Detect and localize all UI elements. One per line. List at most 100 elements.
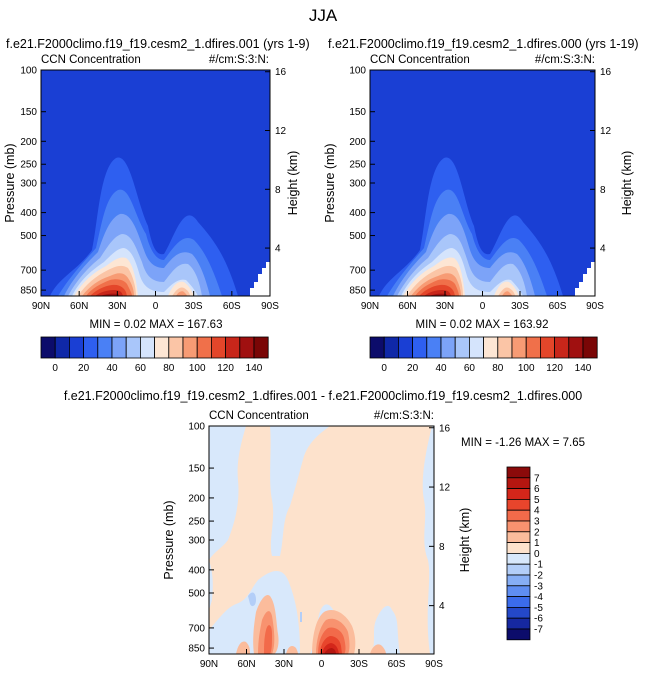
panel-3-left-label: CCN Concentration bbox=[209, 410, 309, 422]
x-tick-label: 30N bbox=[436, 301, 454, 312]
colorbar-swatch bbox=[506, 520, 531, 533]
panel-3-title: f.e21.F2000climo.f19_f19.cesm2_1.dfires.… bbox=[64, 389, 582, 403]
y-right-tick-label: 16 bbox=[600, 67, 612, 78]
panel-3-y-ticks-right: 16 12 8 4 bbox=[429, 423, 451, 612]
panel-2-y-ticks: 100 150 200 250 300 400 500 700 850 bbox=[349, 66, 375, 297]
colorbar-swatch bbox=[554, 336, 570, 359]
colorbar-label: -4 bbox=[534, 592, 543, 603]
y-tick-label: 300 bbox=[188, 536, 205, 547]
y-tick-label: 150 bbox=[349, 107, 366, 118]
panel-3-y-ticks: 100 150 200 250 300 400 500 700 850 bbox=[188, 422, 214, 655]
panel-1-title: f.e21.F2000climo.f19_f19.cesm2_1.dfires.… bbox=[6, 37, 310, 51]
y-tick-label: 400 bbox=[349, 208, 366, 219]
y-tick-label: 500 bbox=[20, 231, 37, 242]
panel-3-x-ticks: 90N 60N 30N 0 30S 60S 90S bbox=[200, 649, 443, 670]
y-right-tick-label: 16 bbox=[439, 423, 451, 434]
page-title: JJA bbox=[309, 6, 338, 25]
x-tick-label: 30S bbox=[350, 659, 368, 670]
panel-1-left-label: CCN Concentration bbox=[41, 54, 141, 66]
colorbar-label: 60 bbox=[464, 363, 476, 374]
y-tick-label: 850 bbox=[349, 286, 366, 297]
x-tick-label: 60S bbox=[223, 301, 241, 312]
colorbar-swatch bbox=[506, 542, 531, 554]
panel-1-field bbox=[41, 70, 270, 296]
colorbar-label: 7 bbox=[534, 473, 540, 484]
x-tick-label: 60N bbox=[237, 659, 255, 670]
colorbar-label: 60 bbox=[135, 363, 147, 374]
colorbar-swatch bbox=[225, 336, 241, 359]
y-tick-label: 200 bbox=[188, 493, 205, 504]
colorbar-swatch bbox=[454, 336, 470, 359]
colorbar-swatch bbox=[506, 563, 531, 576]
colorbar-label: 40 bbox=[106, 363, 118, 374]
y-tick-label: 250 bbox=[20, 160, 37, 171]
y-right-tick-label: 8 bbox=[439, 542, 445, 553]
colorbar-swatch bbox=[497, 336, 513, 359]
y-tick-label: 150 bbox=[188, 464, 205, 475]
colorbar-swatch bbox=[540, 336, 556, 359]
x-tick-label: 0 bbox=[153, 301, 159, 312]
colorbar-swatch bbox=[54, 336, 70, 359]
colorbar-label: 0 bbox=[381, 363, 387, 374]
colorbar-label: 5 bbox=[534, 495, 540, 506]
panel-3-stats: MIN = -1.26 MAX = 7.65 bbox=[461, 437, 585, 449]
panel-1: f.e21.F2000climo.f19_f19.cesm2_1.dfires.… bbox=[3, 37, 310, 374]
colorbar-swatch bbox=[506, 531, 531, 543]
colorbar-label: 1 bbox=[534, 538, 540, 549]
colorbar-swatch bbox=[568, 336, 584, 359]
y-right-tick-label: 12 bbox=[275, 126, 287, 137]
colorbar-swatch bbox=[506, 607, 531, 619]
y-tick-label: 400 bbox=[188, 565, 205, 576]
colorbar-swatch bbox=[168, 336, 184, 359]
colorbar-swatch bbox=[506, 466, 531, 479]
y-tick-label: 700 bbox=[188, 623, 205, 634]
y-tick-label: 400 bbox=[20, 208, 37, 219]
colorbar-swatch bbox=[506, 628, 531, 641]
panel-1-y-ticks-right: 16 12 8 4 bbox=[265, 67, 287, 255]
x-tick-label: 90S bbox=[425, 659, 443, 670]
colorbar-label: 20 bbox=[78, 363, 90, 374]
colorbar-label: -1 bbox=[534, 560, 543, 571]
colorbar-swatch bbox=[506, 488, 531, 500]
y-tick-label: 250 bbox=[349, 160, 366, 171]
x-tick-label: 30S bbox=[185, 301, 203, 312]
y-tick-label: 150 bbox=[20, 107, 37, 118]
colorbar-swatch bbox=[369, 336, 385, 359]
y-right-tick-label: 8 bbox=[275, 185, 281, 196]
panel-2-stats: MIN = 0.02 MAX = 163.92 bbox=[416, 319, 549, 331]
colorbar-swatch bbox=[506, 585, 531, 597]
colorbar-label: 100 bbox=[518, 363, 535, 374]
colorbar-swatch bbox=[97, 336, 113, 359]
colorbar-swatch bbox=[525, 336, 541, 359]
y-tick-label: 100 bbox=[188, 422, 205, 433]
x-tick-label: 90N bbox=[361, 301, 379, 312]
colorbar-swatch bbox=[483, 336, 499, 359]
panel-3-ylabel: Pressure (mb) bbox=[162, 500, 176, 579]
y-tick-label: 200 bbox=[20, 137, 37, 148]
colorbar-label: 0 bbox=[534, 549, 540, 560]
colorbar-label: 40 bbox=[435, 363, 447, 374]
x-tick-label: 0 bbox=[319, 659, 325, 670]
colorbar-label: 20 bbox=[407, 363, 419, 374]
x-tick-label: 90N bbox=[32, 301, 50, 312]
y-tick-label: 300 bbox=[20, 179, 37, 190]
x-tick-label: 60S bbox=[549, 301, 567, 312]
colorbar-swatch bbox=[506, 553, 531, 565]
colorbar-swatch bbox=[506, 509, 531, 522]
colorbar-label: 4 bbox=[534, 506, 540, 517]
colorbar-label: -3 bbox=[534, 581, 543, 592]
colorbar-label: 3 bbox=[534, 517, 540, 528]
y-tick-label: 850 bbox=[188, 644, 205, 655]
colorbar-swatch bbox=[139, 336, 155, 359]
colorbar-label: 80 bbox=[163, 363, 175, 374]
colorbar-swatch bbox=[426, 336, 442, 359]
y-right-tick-label: 4 bbox=[600, 244, 606, 255]
y-right-tick-label: 4 bbox=[439, 601, 445, 612]
colorbar-label: 80 bbox=[492, 363, 504, 374]
y-tick-label: 100 bbox=[349, 66, 366, 77]
panel-2-y-ticks-right: 16 12 8 4 bbox=[590, 67, 612, 255]
colorbar-swatch bbox=[383, 336, 399, 359]
colorbar-swatch bbox=[253, 336, 269, 359]
